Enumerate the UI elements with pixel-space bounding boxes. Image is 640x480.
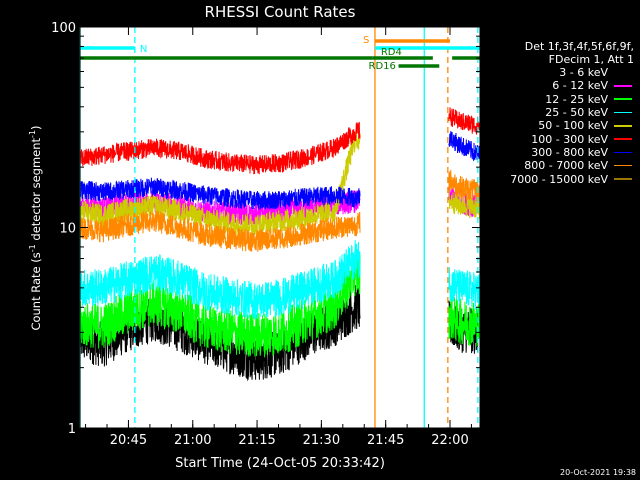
legend-item: 6 - 12 keV <box>510 79 632 92</box>
legend-swatch <box>614 152 632 154</box>
legend-label: 12 - 25 keV <box>545 93 608 106</box>
x-tick-label: 21:30 <box>303 433 340 448</box>
x-tick-label: 20:45 <box>110 433 147 448</box>
legend-label: 7000 - 15000 keV <box>510 173 608 186</box>
legend-item: 12 - 25 keV <box>510 93 632 106</box>
legend-title: Det 1f,3f,4f,5f,6f,9f, FDecim 1, Att 1 <box>484 40 634 66</box>
legend-label: 800 - 7000 keV <box>524 159 608 172</box>
chart-title: RHESSI Count Rates <box>205 3 356 21</box>
x-tick-label: 22:00 <box>431 433 468 448</box>
y-tick-label: 100 <box>51 21 76 36</box>
legend-item: 100 - 300 keV <box>510 132 632 145</box>
x-axis-label: Start Time (24-Oct-05 20:33:42) <box>175 456 385 471</box>
legend-swatch <box>614 178 632 180</box>
time-bar-label-RD16: RD16 <box>369 61 396 72</box>
time-bar-label-N: N <box>140 44 147 55</box>
x-tick-label: 21:15 <box>238 433 275 448</box>
legend-label: 25 - 50 keV <box>545 106 608 119</box>
y-tick-label: 10 <box>59 222 76 237</box>
x-tick-label: 21:00 <box>174 433 211 448</box>
legend-swatch <box>614 125 632 127</box>
legend-item: 800 - 7000 keV <box>510 159 632 172</box>
legend-swatch <box>614 138 632 140</box>
legend-swatch <box>614 165 632 167</box>
legend-label: 6 - 12 keV <box>552 79 608 92</box>
legend-item: 50 - 100 keV <box>510 119 632 132</box>
y-axis-label: Count Rate (s-1 detector segment-1) <box>28 125 43 330</box>
legend-item: 7000 - 15000 keV <box>510 172 632 185</box>
legend-swatch <box>614 98 632 100</box>
time-bar-label-RD4: RD4 <box>381 47 402 58</box>
legend-label: 100 - 300 keV <box>531 133 608 146</box>
legend-swatch <box>614 72 632 74</box>
x-tick-label: 21:45 <box>367 433 404 448</box>
legend-label: 50 - 100 keV <box>538 119 608 132</box>
legend-swatch <box>614 85 632 87</box>
legend-label: 300 - 800 keV <box>531 146 608 159</box>
legend: 3 - 6 keV 6 - 12 keV 12 - 25 keV 25 - 50 ke… <box>510 66 632 186</box>
legend-item: 3 - 6 keV <box>510 66 632 79</box>
legend-swatch <box>614 112 632 114</box>
legend-item: 25 - 50 keV <box>510 106 632 119</box>
legend-item: 300 - 800 keV <box>510 146 632 159</box>
legend-title-line-1: Det 1f,3f,4f,5f,6f,9f, <box>484 40 634 53</box>
legend-label: 3 - 6 keV <box>559 66 608 79</box>
legend-title-line-2: FDecim 1, Att 1 <box>484 53 634 66</box>
y-tick-label: 1 <box>68 422 76 437</box>
generated-timestamp: 20-Oct-2021 19:38 <box>560 468 636 477</box>
time-bar-label-S: S <box>363 35 369 46</box>
